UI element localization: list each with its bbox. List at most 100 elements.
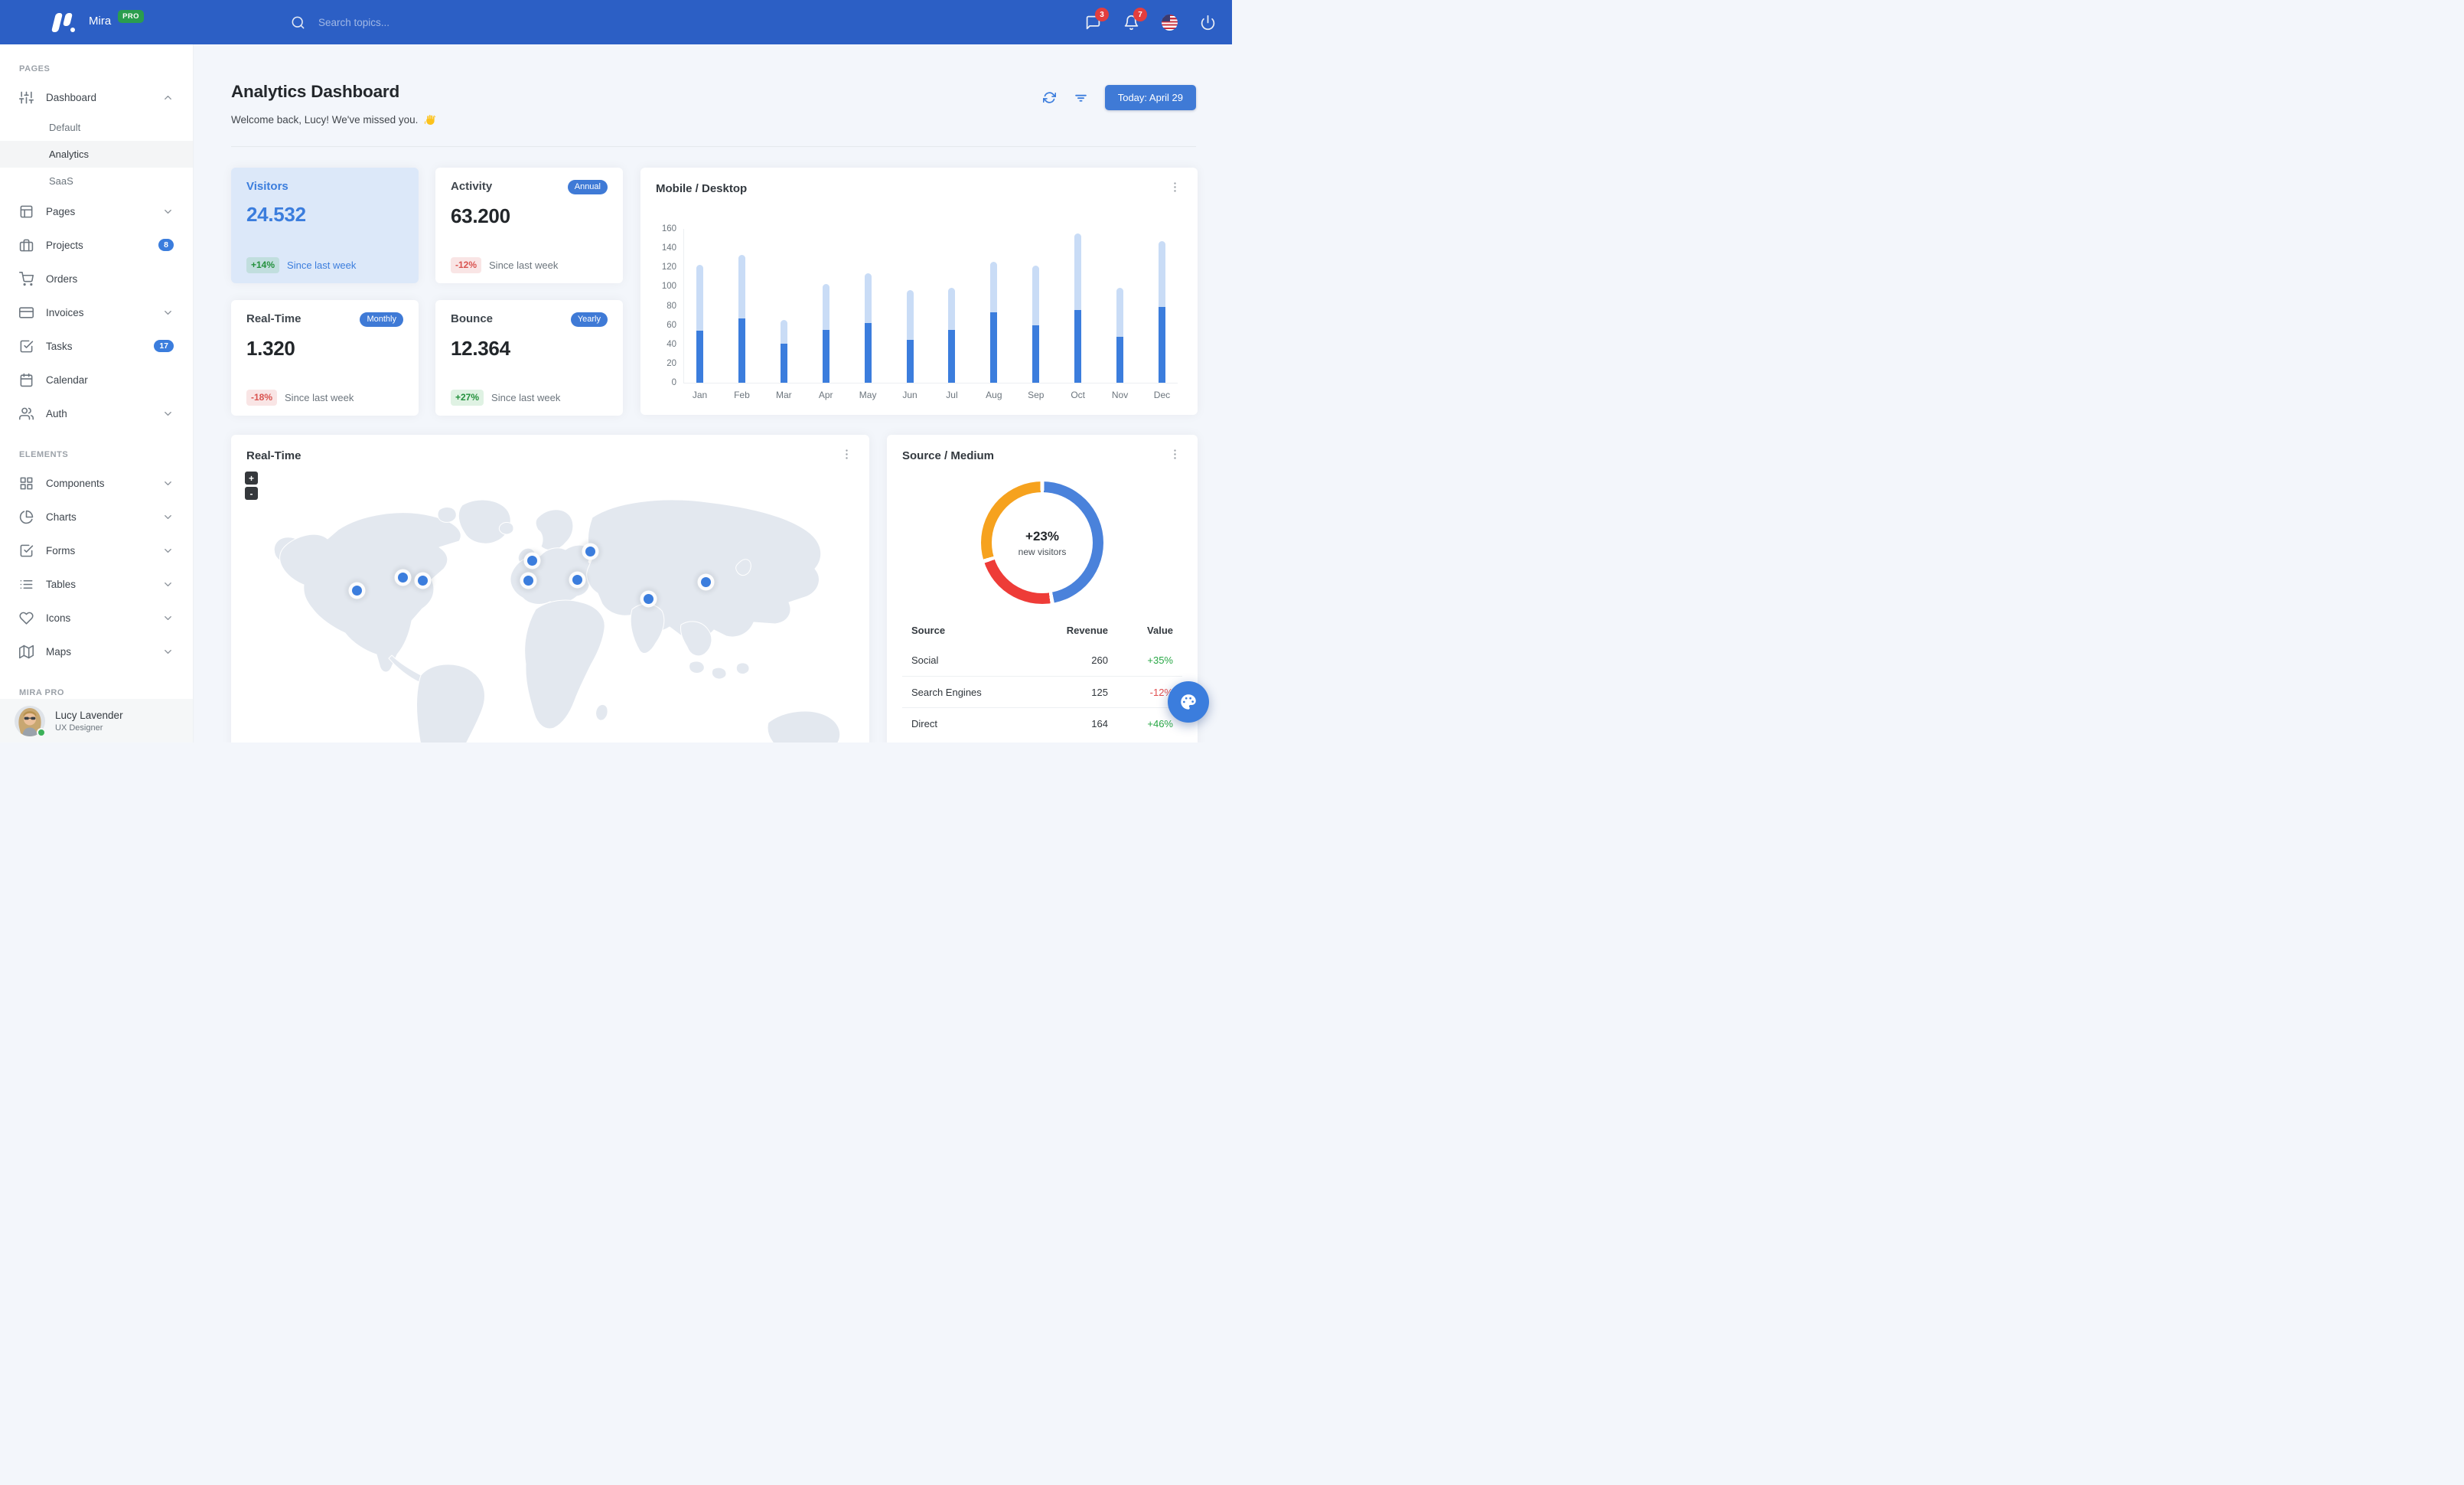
map-marker[interactable] <box>526 555 537 566</box>
user-role: UX Designer <box>55 723 103 733</box>
sidebar-item-maps[interactable]: Maps <box>0 635 193 668</box>
chevron-down-icon <box>162 612 174 624</box>
map-marker[interactable] <box>351 585 362 596</box>
value-cell: -12% <box>1149 686 1173 698</box>
map-zoom-out-button[interactable]: - <box>245 487 258 500</box>
grid-icon <box>19 476 34 491</box>
sidebar-item-label: Charts <box>46 511 77 523</box>
sidebar-item-orders[interactable]: Orders <box>0 262 193 295</box>
x-axis-label: Apr <box>818 390 833 400</box>
sidebar-item-charts[interactable]: Charts <box>0 500 193 534</box>
us-flag-icon <box>1161 14 1178 31</box>
period-badge[interactable]: Annual <box>567 180 608 195</box>
sidebar-item-invoices[interactable]: Invoices <box>0 295 193 329</box>
donut-center-value: +23% <box>1025 528 1059 543</box>
chevron-down-icon <box>162 646 174 658</box>
map-marker[interactable] <box>585 546 595 556</box>
table-header-row: Source Revenue Value <box>902 615 1182 645</box>
layout-icon <box>19 204 34 219</box>
signout-button[interactable] <box>1199 14 1216 31</box>
stat-caption: Since last week <box>285 392 354 404</box>
bar-feb: Feb <box>734 254 750 400</box>
card-title: Real-Time <box>246 449 301 462</box>
map-marker[interactable] <box>417 575 428 586</box>
sidebar-item-calendar[interactable]: Calendar <box>0 363 193 397</box>
page-title: Analytics Dashboard <box>231 82 400 101</box>
sidebar-subitem-default[interactable]: Default <box>49 122 81 133</box>
stat-card-visitors: Visitors 24.532 +14% Since last week <box>231 168 419 283</box>
bar-oct: Oct <box>1071 233 1085 400</box>
sidebar-item-pages[interactable]: Pages <box>0 194 193 228</box>
pro-badge: PRO <box>118 10 144 23</box>
sidebar: Pages Dashboard Default Analytics SaaS Pages P… <box>0 44 194 742</box>
bell-icon <box>1124 15 1138 30</box>
y-axis-tick: 100 <box>661 282 676 292</box>
notifications-button[interactable]: 7 <box>1123 8 1147 31</box>
table-row-direct: Direct 164 +46% <box>902 707 1182 739</box>
donut-chart: +23% new visitors <box>981 481 1103 604</box>
list-icon <box>19 577 34 592</box>
map-marker[interactable] <box>643 593 653 604</box>
more-options-icon[interactable] <box>1167 181 1182 196</box>
column-header: Source <box>911 624 946 636</box>
bar-sep: Sep <box>1028 265 1044 400</box>
bar-nov: Nov <box>1112 287 1128 400</box>
donut-center-label: new visitors <box>1018 546 1067 557</box>
realtime-map-card: Real-Time <box>231 435 869 742</box>
bar-jun: Jun <box>902 290 917 400</box>
more-options-icon[interactable] <box>839 448 854 463</box>
check-square-icon <box>19 543 34 558</box>
more-options-icon[interactable] <box>1167 448 1182 463</box>
card-title: Source / Medium <box>902 449 995 462</box>
header-actions: Today: April 29 <box>1038 85 1196 126</box>
theme-builder-button[interactable] <box>1168 681 1209 723</box>
messages-button[interactable]: 3 <box>1084 8 1109 31</box>
period-badge[interactable]: Yearly <box>570 312 608 328</box>
sidebar-item-dashboard[interactable]: Dashboard <box>0 80 193 114</box>
stat-card-real-time: Real-Time Monthly 1.320 -18% Since last week <box>231 300 419 416</box>
sidebar-user[interactable]: Lucy Lavender UX Designer <box>0 699 193 742</box>
sidebar-item-icons[interactable]: Icons <box>0 601 193 635</box>
sidebar-subitem-analytics[interactable]: Analytics <box>0 141 193 168</box>
sidebar-item-forms[interactable]: Forms <box>0 534 193 567</box>
bar-jan: Jan <box>693 264 707 400</box>
brand[interactable]: Mira PRO <box>0 10 218 33</box>
sidebar-item-label: Dashboard <box>46 91 97 103</box>
power-icon <box>1201 15 1214 30</box>
period-badge[interactable]: Monthly <box>360 312 403 328</box>
sidebar-item-projects[interactable]: Projects 8 <box>0 228 193 262</box>
x-axis-label: Aug <box>986 390 1002 400</box>
shopping-cart-icon <box>19 271 34 286</box>
filter-button[interactable] <box>1069 85 1093 110</box>
stat-value: 1.320 <box>246 337 295 361</box>
x-axis-label: Oct <box>1071 390 1085 400</box>
pie-chart-icon <box>19 510 34 524</box>
map-marker[interactable] <box>523 575 533 586</box>
world-map-svg <box>273 499 841 742</box>
date-range-button[interactable]: Today: April 29 <box>1104 85 1196 110</box>
search-input[interactable] <box>317 15 531 29</box>
map-marker[interactable] <box>700 576 711 587</box>
language-button[interactable] <box>1161 14 1178 31</box>
palette-icon <box>1181 694 1196 710</box>
stat-value: 24.532 <box>246 203 306 226</box>
value-cell: +35% <box>1147 654 1173 666</box>
mobile-desktop-card: Mobile / Desktop 0 20 40 60 80 100 120 140 160 Ja… <box>640 168 1198 415</box>
x-axis-label: Jun <box>902 390 917 400</box>
top-navbar: Mira PRO 3 7 <box>0 0 1232 44</box>
wave-hand-icon <box>423 113 436 126</box>
sidebar-item-auth[interactable]: Auth <box>0 397 193 430</box>
sidebar-nav: Pages Dashboard Default Analytics SaaS Pages P… <box>0 44 193 704</box>
sidebar-item-label: Projects <box>46 239 83 251</box>
refresh-button[interactable] <box>1038 85 1062 110</box>
messages-count-badge: 3 <box>1095 8 1109 21</box>
map-zoom-in-button[interactable]: + <box>245 472 258 485</box>
sidebar-item-components[interactable]: Components <box>0 466 193 500</box>
sidebar-item-tables[interactable]: Tables <box>0 567 193 601</box>
map-marker[interactable] <box>397 572 408 583</box>
filter-icon <box>1075 94 1087 102</box>
sidebar-subitem-saas[interactable]: SaaS <box>49 175 73 187</box>
map-marker[interactable] <box>572 574 582 585</box>
chevron-down-icon <box>162 408 174 419</box>
sidebar-item-tasks[interactable]: Tasks 17 <box>0 329 193 363</box>
